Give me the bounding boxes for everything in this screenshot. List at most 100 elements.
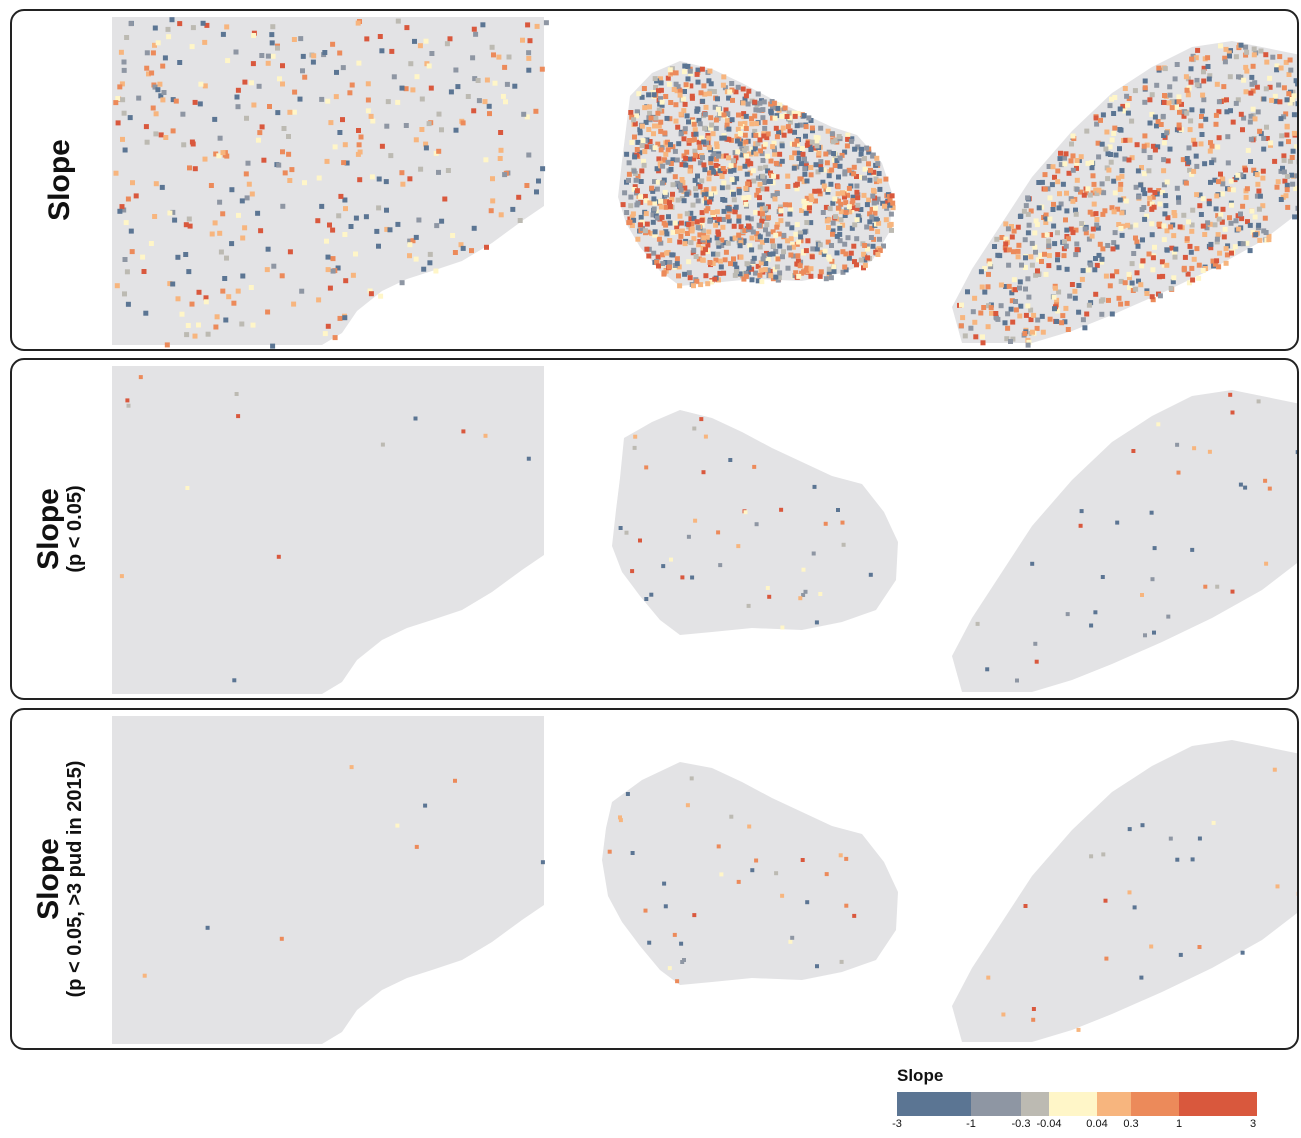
slope-cell (1149, 92, 1155, 98)
slope-cell (652, 179, 657, 185)
slope-cell (1098, 117, 1103, 123)
slope-cell (736, 190, 742, 196)
slope-cell (1201, 97, 1207, 103)
slope-cell (259, 53, 265, 58)
slope-cell (1248, 90, 1254, 96)
slope-cell (652, 76, 658, 82)
slope-cell (1232, 244, 1238, 250)
slope-cell (1095, 140, 1101, 146)
slope-cell (987, 261, 993, 267)
slope-cell (873, 205, 878, 211)
slope-cell (710, 131, 716, 137)
slope-cell (1171, 275, 1177, 281)
slope-cell (691, 247, 697, 253)
slope-cell (1115, 175, 1121, 181)
slope-cell (775, 277, 781, 283)
slope-cell (129, 249, 135, 255)
slope-cell (465, 94, 471, 99)
slope-cell (1172, 99, 1178, 105)
slope-cell (439, 127, 444, 133)
slope-cell (997, 253, 1003, 259)
slope-cell (824, 872, 829, 877)
slope-cell (498, 212, 504, 218)
slope-cell (765, 231, 771, 237)
slope-cell (653, 85, 659, 90)
slope-cell (1147, 120, 1153, 126)
slope-cell (144, 50, 150, 56)
slope-cell (127, 115, 133, 121)
slope-cell (399, 170, 405, 176)
slope-cell (1093, 187, 1099, 193)
slope-cell (1227, 186, 1233, 192)
slope-cell (787, 202, 792, 208)
slope-cell (752, 128, 758, 134)
slope-cell (358, 134, 364, 140)
slope-cell (384, 207, 389, 213)
slope-cell (453, 778, 457, 783)
slope-cell (720, 166, 726, 171)
slope-cell (780, 254, 785, 260)
slope-cell (1141, 171, 1147, 177)
slope-cell (874, 179, 879, 185)
slope-cell (119, 574, 124, 579)
slope-cell (146, 71, 151, 77)
slope-cell (1149, 294, 1155, 300)
slope-cell (483, 433, 488, 438)
slope-cell (1127, 137, 1133, 143)
slope-cell (1146, 168, 1152, 174)
slope-cell (1009, 234, 1015, 240)
slope-cell (835, 184, 841, 190)
slope-cell (1006, 247, 1012, 253)
slope-cell (831, 157, 837, 163)
slope-cell (330, 268, 336, 274)
slope-cell (711, 186, 717, 192)
slope-cell (813, 134, 819, 140)
slope-cell (618, 818, 623, 823)
slope-cell (658, 80, 664, 86)
slope-cell (1149, 221, 1155, 227)
slope-cell (695, 67, 701, 73)
slope-cell (1062, 161, 1068, 167)
slope-cell (251, 102, 257, 108)
slope-cell (813, 162, 819, 168)
slope-cell (884, 200, 890, 206)
slope-cell (1084, 128, 1090, 134)
slope-cell (782, 105, 788, 111)
slope-cell (324, 158, 330, 164)
slope-cell (377, 34, 383, 39)
slope-cell (470, 55, 476, 61)
slope-cell (631, 187, 637, 192)
slope-cell (678, 220, 684, 226)
slope-cell (300, 53, 306, 59)
slope-cell (890, 200, 896, 206)
slope-cell (364, 36, 370, 42)
slope-cell (1134, 239, 1140, 245)
slope-cell (644, 144, 650, 150)
slope-cell (844, 856, 849, 861)
slope-cell (681, 69, 687, 75)
slope-cell (632, 121, 638, 127)
slope-cell (526, 55, 532, 61)
slope-cell (757, 100, 763, 106)
slope-cell (757, 181, 763, 187)
slope-cell (1243, 52, 1249, 58)
slope-cell (999, 235, 1005, 240)
slope-cell (635, 173, 641, 179)
slope-cell (642, 149, 648, 155)
slope-cell (1294, 173, 1297, 179)
slope-cell (1087, 209, 1093, 215)
slope-cell (525, 22, 531, 28)
slope-cell (152, 84, 158, 90)
slope-cell (270, 24, 276, 30)
slope-cell (1073, 211, 1079, 217)
slope-cell (795, 253, 801, 259)
slope-cell (1122, 86, 1128, 91)
slope-cell (753, 132, 759, 138)
slope-cell (1255, 109, 1261, 115)
slope-cell (789, 242, 795, 247)
slope-cell (658, 87, 664, 93)
slope-cell (249, 80, 254, 86)
slope-cell (715, 106, 721, 112)
slope-cell (837, 163, 843, 169)
slope-cell (814, 246, 820, 252)
